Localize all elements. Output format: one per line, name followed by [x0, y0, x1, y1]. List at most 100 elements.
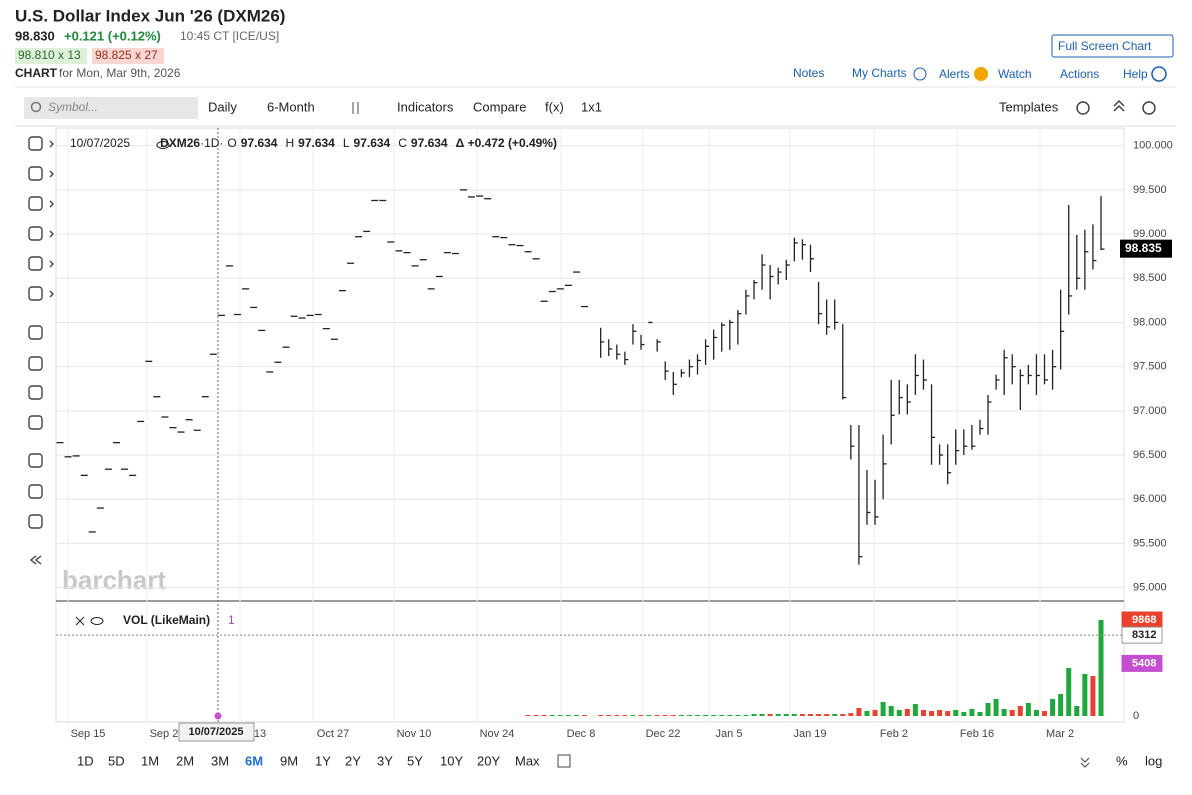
- crosshair-date: 10/07/2025: [188, 726, 243, 738]
- price-legend: 10/07/2025 DXM26·1D· O 97.634 H 97.634 L 97.634…: [70, 136, 557, 150]
- tool-icon[interactable]: [28, 325, 43, 340]
- range-button[interactable]: 1D: [77, 753, 94, 768]
- legend-open: 97.634: [241, 136, 278, 150]
- drawing-tools[interactable]: [28, 136, 54, 565]
- alerts-link[interactable]: Alerts: [939, 67, 970, 81]
- legend-close: 97.634: [411, 136, 448, 150]
- range-button[interactable]: 3Y: [377, 753, 393, 768]
- visibility-icon[interactable]: [156, 141, 170, 149]
- my-charts-icon[interactable]: [913, 67, 927, 81]
- volume-bar: [1025, 702, 1031, 716]
- legend-open-label: O: [227, 136, 236, 150]
- tool-icon[interactable]: [28, 196, 43, 211]
- tool-icon[interactable]: [28, 385, 43, 400]
- calendar-icon[interactable]: [557, 754, 571, 768]
- volume-bar: [791, 714, 797, 716]
- symbol-placeholder[interactable]: Symbol...: [48, 100, 98, 114]
- expand-icon[interactable]: [1080, 757, 1090, 768]
- range-button[interactable]: 1Y: [315, 753, 331, 768]
- tool-expand[interactable]: [49, 290, 54, 298]
- collapse-tools[interactable]: [29, 555, 42, 565]
- range-button[interactable]: 5D: [108, 753, 125, 768]
- range-button[interactable]: 3M: [211, 753, 229, 768]
- volume-bar: [840, 714, 846, 716]
- x-tick-label: Mar 2: [1046, 728, 1074, 740]
- tool-expand[interactable]: [49, 200, 54, 208]
- my-charts-link[interactable]: My Charts: [852, 66, 907, 80]
- range-button[interactable]: 2Y: [345, 753, 361, 768]
- crosshair-date-box: [178, 722, 255, 742]
- volume-bar: [719, 715, 725, 716]
- theme-icon[interactable]: [1142, 101, 1156, 115]
- range-button[interactable]: 9M: [280, 753, 298, 768]
- log-toggle[interactable]: log: [1145, 753, 1162, 768]
- notes-link[interactable]: Notes: [793, 66, 824, 80]
- tool-expand[interactable]: [49, 140, 54, 148]
- interval-menu[interactable]: Daily: [208, 99, 237, 114]
- tool-icon[interactable]: [28, 226, 43, 241]
- fx-button[interactable]: f(x): [545, 99, 564, 114]
- bid-box: [15, 48, 87, 64]
- tool-icon[interactable]: [28, 514, 43, 529]
- percent-toggle[interactable]: %: [1116, 753, 1128, 768]
- volume-bar: [533, 715, 539, 716]
- range-button[interactable]: 2M: [176, 753, 194, 768]
- search-icon[interactable]: [30, 101, 42, 113]
- watermark: barchart: [62, 565, 166, 595]
- compare-button[interactable]: Compare: [473, 99, 526, 114]
- visibility-icon[interactable]: [90, 617, 104, 625]
- volume-bar: [1042, 711, 1048, 716]
- volume-bar: [888, 705, 894, 716]
- range-button[interactable]: 10Y: [440, 753, 463, 768]
- collapse-icon[interactable]: [1113, 99, 1125, 112]
- indicators-button[interactable]: Indicators: [397, 99, 454, 114]
- volume-bar: [920, 709, 926, 716]
- price-change: +0.121 (+0.12%): [64, 28, 161, 43]
- tool-expand[interactable]: [49, 170, 54, 178]
- close-volume-icon[interactable]: [75, 616, 85, 626]
- templates-button[interactable]: Templates: [999, 99, 1059, 114]
- volume-bar: [985, 702, 991, 716]
- volume-bar: [549, 715, 555, 716]
- x-tick-label: Nov 24: [480, 728, 515, 740]
- volume-bar: [848, 713, 854, 716]
- tool-icon[interactable]: [28, 166, 43, 181]
- tool-icon[interactable]: [28, 356, 43, 371]
- bar-type-icon[interactable]: [352, 102, 359, 114]
- y-tick-label: 97.000: [1133, 405, 1167, 417]
- watch-link[interactable]: Watch: [998, 67, 1032, 81]
- legend-high: 97.634: [298, 136, 335, 150]
- range-button[interactable]: 6M: [245, 753, 263, 768]
- tool-icon[interactable]: [28, 286, 43, 301]
- alerts-icon[interactable]: [974, 67, 988, 81]
- range-button[interactable]: Max: [515, 753, 540, 768]
- volume-bar: [961, 712, 967, 716]
- tool-expand[interactable]: [49, 230, 54, 238]
- volume-bar: [807, 714, 813, 716]
- layout-menu[interactable]: 1x1: [581, 99, 602, 114]
- chart-label: CHART: [15, 66, 58, 80]
- tool-icon[interactable]: [28, 256, 43, 271]
- chart-frame: [55, 127, 1125, 723]
- range-menu[interactable]: 6-Month: [267, 99, 315, 114]
- tool-icon[interactable]: [28, 415, 43, 430]
- help-icon[interactable]: [1151, 66, 1167, 82]
- volume-bar: [727, 715, 733, 716]
- symbol-search[interactable]: [24, 97, 198, 119]
- range-button[interactable]: 20Y: [477, 753, 500, 768]
- actions-link[interactable]: Actions: [1060, 67, 1099, 81]
- range-button[interactable]: 1M: [141, 753, 159, 768]
- help-link[interactable]: Help: [1123, 67, 1148, 81]
- settings-icon[interactable]: [1076, 101, 1090, 115]
- full-screen-label[interactable]: Full Screen Chart: [1058, 39, 1152, 53]
- volume-bar: [1082, 673, 1088, 716]
- tool-icon[interactable]: [28, 484, 43, 499]
- quote-time: 10:45 CT [ICE/US]: [180, 29, 279, 43]
- volume-bar: [703, 715, 709, 716]
- tool-expand[interactable]: [49, 260, 54, 268]
- full-screen-button[interactable]: [1051, 34, 1174, 58]
- range-selector: 1D 5D 1M 2M 3M 6M 9M 1Y 2Y 3Y 5Y 10Y 20Y Max: [77, 753, 540, 768]
- tool-icon[interactable]: [28, 136, 43, 151]
- tool-icon[interactable]: [28, 453, 43, 468]
- range-button[interactable]: 5Y: [407, 753, 423, 768]
